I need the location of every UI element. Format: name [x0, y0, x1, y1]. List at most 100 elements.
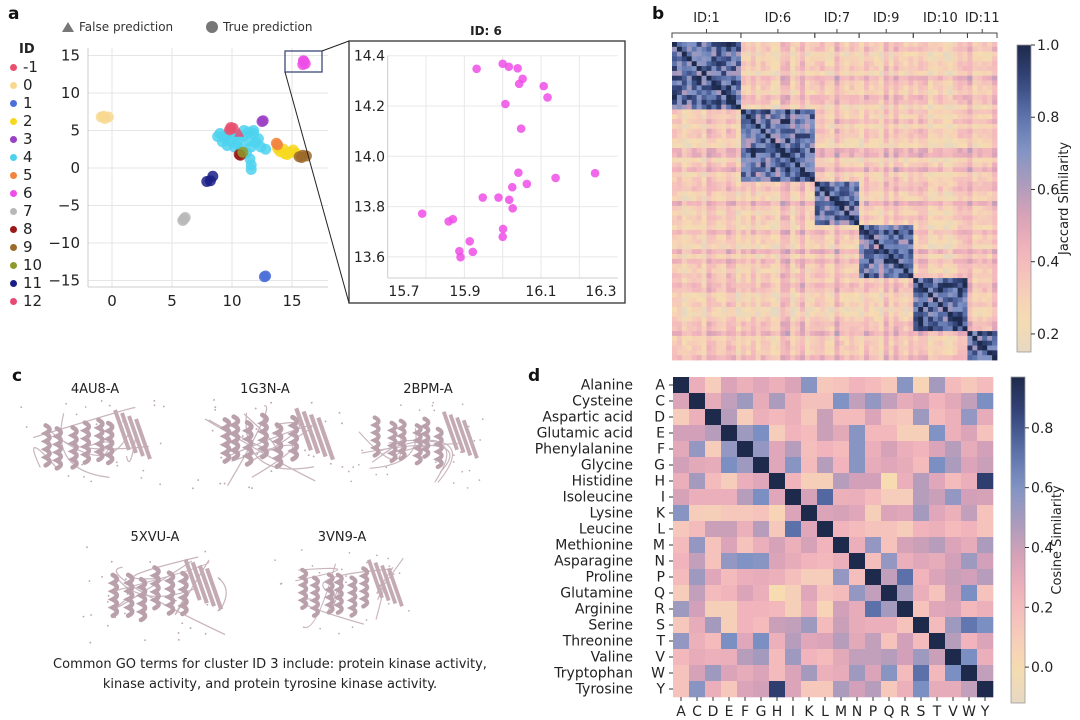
- heatmap-cell: [903, 234, 909, 240]
- heatmap-cell: [834, 157, 840, 163]
- heatmap-cell: [817, 425, 834, 442]
- heatmap-cell: [829, 56, 835, 62]
- heatmap-cell: [785, 307, 791, 313]
- heatmap-cell: [987, 249, 993, 255]
- heatmap-cell: [790, 229, 796, 236]
- heatmap-cell: [780, 119, 786, 125]
- heatmap-cell: [839, 95, 845, 101]
- heatmap-cell: [992, 350, 998, 356]
- heatmap-cell: [689, 489, 706, 506]
- heatmap-cell: [957, 157, 963, 163]
- heatmap-cell: [923, 42, 929, 48]
- heatmap-cell: [672, 239, 678, 245]
- heatmap-cell: [775, 335, 781, 342]
- heatmap-cell: [868, 326, 875, 332]
- heatmap-cell: [686, 278, 693, 284]
- heatmap-cell: [745, 99, 752, 106]
- heatmap-cell: [992, 138, 998, 144]
- heatmap-cell: [898, 249, 904, 255]
- heatmap-cell: [731, 143, 737, 149]
- cluster-11-point: [207, 170, 219, 182]
- heatmap-cell: [780, 191, 786, 197]
- heatmap-cell: [987, 254, 993, 260]
- heatmap-cell: [721, 123, 727, 130]
- heatmap-cell: [898, 128, 904, 134]
- heatmap-cell: [878, 152, 885, 159]
- heatmap-cell: [731, 201, 737, 207]
- heatmap-cell: [681, 278, 688, 284]
- heatmap-cell: [814, 273, 821, 279]
- heatmap-cell: [923, 316, 929, 322]
- heatmap-cell: [972, 95, 978, 101]
- heatmap-cell: [865, 377, 882, 394]
- heatmap-cell: [937, 254, 944, 260]
- heatmap-cell: [706, 186, 712, 192]
- heatmap-cell: [908, 42, 914, 48]
- heatmap-cell: [967, 335, 973, 342]
- heatmap-cell: [824, 176, 830, 183]
- heatmap-cell: [726, 114, 732, 120]
- heatmap-cell: [711, 148, 717, 154]
- heatmap-cell: [972, 340, 978, 346]
- heatmap-cell: [992, 148, 998, 154]
- heatmap-cell: [760, 297, 766, 303]
- heatmap-cell: [800, 123, 806, 130]
- heatmap-cell: [686, 186, 693, 192]
- heatmap-cell: [740, 254, 747, 260]
- heatmap-cell: [814, 307, 821, 313]
- heatmap-cell: [859, 196, 865, 202]
- heatmap-cell: [967, 119, 973, 125]
- heatmap-cell: [878, 172, 885, 178]
- heatmap-cell: [928, 254, 934, 260]
- heatmap-cell: [937, 109, 944, 115]
- heatmap-cell: [829, 205, 835, 212]
- heatmap-cell: [834, 148, 840, 154]
- heatmap-cell: [829, 114, 835, 120]
- heatmap-cell: [947, 61, 954, 67]
- heatmap-cell: [726, 119, 732, 125]
- heatmap-cell: [686, 181, 693, 187]
- heatmap-cell: [957, 152, 963, 159]
- heatmap-cell: [770, 278, 776, 284]
- heatmap-cell: [898, 119, 904, 125]
- heatmap-cell: [681, 244, 688, 250]
- heatmap-cell: [972, 205, 978, 212]
- heatmap-cell: [790, 181, 796, 187]
- heatmap-cell: [740, 282, 747, 289]
- heatmap-cell: [750, 80, 757, 86]
- heatmap-cell: [750, 99, 757, 106]
- heatmap-cell: [701, 61, 707, 67]
- heatmap-cell: [716, 263, 722, 269]
- heatmap-cell: [864, 205, 870, 212]
- heatmap-cell: [804, 128, 811, 134]
- heatmap-cell: [721, 278, 727, 284]
- heatmap-cell: [770, 51, 776, 57]
- heatmap-cell: [780, 282, 786, 289]
- heatmap-cell: [681, 172, 688, 178]
- heatmap-cell: [696, 239, 702, 245]
- heatmap-cell: [731, 220, 737, 226]
- heatmap-cell: [972, 99, 978, 106]
- heatmap-cell: [676, 258, 683, 265]
- heatmap-cell: [868, 176, 875, 183]
- heatmap-cell: [790, 215, 796, 221]
- heatmap-cell: [716, 302, 722, 308]
- colorbar-tick-label: 0.8: [1037, 110, 1059, 126]
- heatmap-cell: [833, 617, 850, 634]
- heatmap-cell: [765, 225, 771, 231]
- heatmap-cell: [770, 186, 776, 192]
- heatmap-cell: [801, 473, 818, 490]
- heatmap-cell: [839, 350, 845, 356]
- heatmap-cell: [952, 172, 958, 178]
- heatmap-cell: [897, 521, 914, 538]
- heatmap-cell: [908, 297, 914, 303]
- heatmap-cell: [755, 331, 762, 337]
- heatmap-cell: [844, 297, 850, 303]
- heatmap-cell: [903, 90, 909, 96]
- heatmap-cell: [987, 278, 993, 284]
- heatmap-cell: [947, 162, 954, 168]
- heatmap-cell: [967, 191, 973, 197]
- heatmap-cell: [804, 210, 811, 216]
- heatmap-cell: [795, 138, 801, 144]
- heatmap-cell: [957, 201, 963, 207]
